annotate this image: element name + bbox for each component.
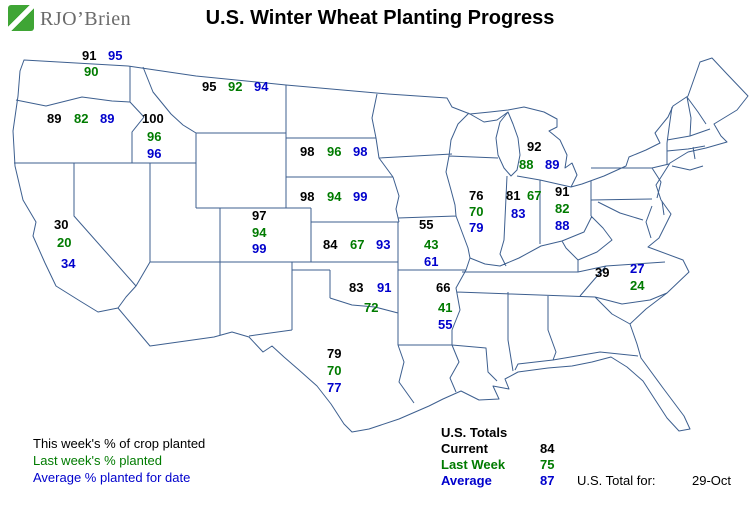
california-lastweek-value: 20 [57,235,72,250]
us-map-outline [12,57,749,433]
oklahoma-current-value: 83 [349,280,364,295]
california-current-value: 30 [54,217,69,232]
illinois-average-value: 79 [469,220,484,235]
arkansas-current-value: 66 [436,280,451,295]
idaho-current-value: 100 [142,111,164,126]
totals-lastweek-label: Last Week [441,457,506,472]
indiana-current-value: 81 [506,188,521,203]
michigan-current-value: 92 [527,139,542,154]
north-carolina-current-value: 39 [595,265,610,280]
oklahoma-lastweek-value: 72 [364,300,379,315]
indiana-average-value: 83 [511,206,526,221]
north-carolina-lastweek-value: 24 [630,278,645,293]
texas-current-value: 79 [327,346,342,361]
illinois-current-value: 76 [469,188,484,203]
state-borders [14,66,711,404]
oregon-current-value: 89 [47,111,62,126]
oregon-lastweek-value: 82 [74,111,89,126]
south-dakota-lastweek-value: 96 [327,144,342,159]
ohio-average-value: 88 [555,218,570,233]
montana-lastweek-value: 92 [228,79,243,94]
idaho-lastweek-value: 96 [147,129,162,144]
legend-average-label: Average % planted for date [33,470,191,485]
indiana-lastweek-value: 67 [527,188,542,203]
lake-michigan [495,111,521,177]
oklahoma-average-value: 91 [377,280,392,295]
totals-current-value: 84 [540,441,555,456]
washington-current-value: 91 [82,48,97,63]
rjobrien-logo-text: RJO’Brien [40,8,132,30]
texas-average-value: 77 [327,380,342,395]
nebraska-current-value: 98 [300,189,315,204]
colorado-lastweek-value: 94 [252,225,267,240]
south-dakota-average-value: 98 [353,144,368,159]
legend-current-label: This week's % of crop planted [33,436,206,451]
south-dakota-current-value: 98 [300,144,315,159]
north-carolina-average-value: 27 [630,261,645,276]
arkansas-average-value: 55 [438,317,453,332]
california-average-value: 34 [61,256,76,271]
totals-lastweek-value: 75 [540,457,555,472]
montana-current-value: 95 [202,79,217,94]
missouri-average-value: 61 [424,254,439,269]
kansas-current-value: 84 [323,237,338,252]
us-totals-title: U.S. Totals [441,425,508,440]
illinois-lastweek-value: 70 [469,204,484,219]
washington-lastweek-value: 90 [84,64,99,79]
legend-lastweek-label: Last week's % planted [33,453,162,468]
colorado-current-value: 97 [252,208,267,223]
totals-current-label: Current [441,441,488,456]
total-for-label: U.S. Total for: [577,473,656,488]
idaho-average-value: 96 [147,146,162,161]
colorado-average-value: 99 [252,241,267,256]
report-date: 29-Oct [692,473,732,488]
missouri-current-value: 55 [419,217,434,232]
kansas-average-value: 93 [376,237,391,252]
missouri-lastweek-value: 43 [424,237,439,252]
kansas-lastweek-value: 67 [350,237,365,252]
ohio-lastweek-value: 82 [555,201,570,216]
totals-average-label: Average [441,473,492,488]
michigan-lastweek-value: 88 [519,157,534,172]
page-title: U.S. Winter Wheat Planting Progress [205,7,555,29]
nebraska-average-value: 99 [353,189,368,204]
texas-lastweek-value: 70 [327,363,342,378]
washington-average-value: 95 [108,48,123,63]
oregon-average-value: 89 [100,111,115,126]
rjobrien-logo-icon [8,5,34,31]
nebraska-lastweek-value: 94 [327,189,342,204]
arkansas-lastweek-value: 41 [438,300,453,315]
montana-average-value: 94 [254,79,269,94]
ohio-current-value: 91 [555,184,570,199]
totals-average-value: 87 [540,473,555,488]
michigan-average-value: 89 [545,157,560,172]
